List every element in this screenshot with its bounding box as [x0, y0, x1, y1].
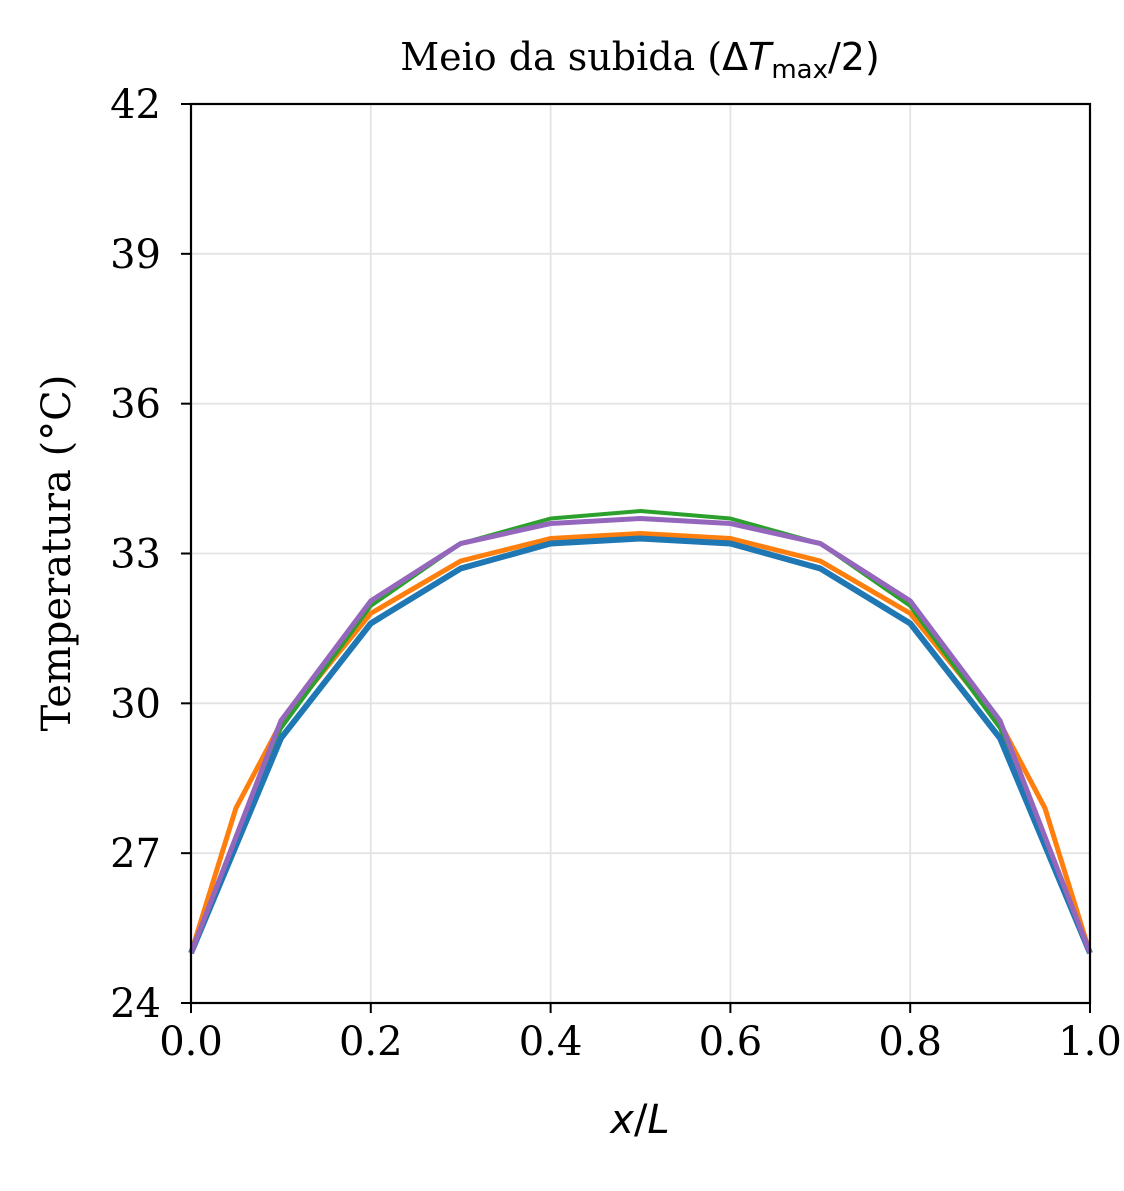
y-tick-label: 33 — [110, 532, 161, 578]
grid-lines — [190, 103, 1091, 1004]
chart-title: Meio da subida (ΔTmax/2) — [400, 35, 880, 85]
x-tick-label: 0.6 — [699, 1019, 763, 1065]
x-axis-label-x: x — [608, 1097, 634, 1143]
chart-title-subscript: max — [771, 55, 828, 85]
series-line-1 — [188, 531, 1093, 954]
x-tick-label: 0.8 — [878, 1019, 942, 1065]
y-tick-label: 27 — [110, 831, 161, 877]
y-tick-label: 24 — [110, 981, 161, 1027]
chart-title-delta: Δ — [722, 35, 748, 79]
y-axis-label: Temperatura (°C) — [34, 375, 80, 732]
chart-title-text: Meio da subida ( — [400, 35, 722, 79]
y-tick-label: 30 — [110, 681, 161, 727]
chart-title-tail: /2) — [828, 35, 880, 79]
chart-title-t: T — [748, 35, 774, 79]
x-tick-label: 1.0 — [1058, 1019, 1122, 1065]
series-line-3 — [188, 535, 1093, 955]
axis-ticks: 0.0 0.2 0.4 0.6 0.8 1.0 24 27 30 33 36 39 42 — [110, 82, 1122, 1065]
y-tick-label: 36 — [110, 382, 161, 428]
series-line-4 — [188, 516, 1093, 955]
series-layer — [188, 509, 1093, 955]
x-axis-label: x/L — [608, 1097, 669, 1143]
y-tick-label: 39 — [110, 232, 161, 278]
x-tick-label: 0.4 — [519, 1019, 583, 1065]
x-tick-label: 0.2 — [339, 1019, 403, 1065]
x-axis-label-slash: / — [634, 1097, 648, 1143]
x-tick-label: 0.0 — [159, 1019, 223, 1065]
x-axis-label-l: L — [647, 1097, 669, 1143]
y-tick-label: 42 — [110, 82, 161, 128]
series-line-2 — [189, 509, 1092, 954]
